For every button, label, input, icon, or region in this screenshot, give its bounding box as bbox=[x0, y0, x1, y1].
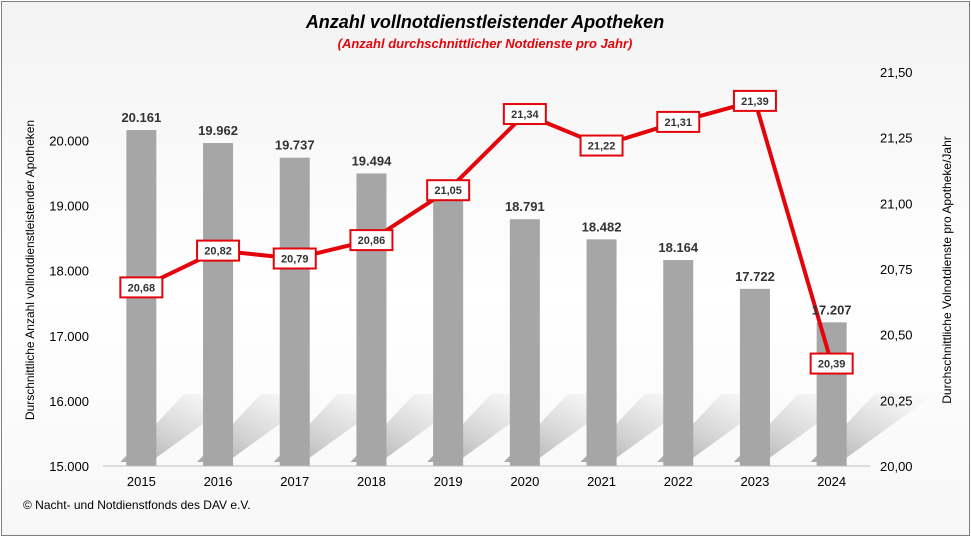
x-tick-label: 2024 bbox=[817, 474, 846, 489]
right-axis-ticks: 20,00 20,25 20,50 20,75 21,00 21,25 21,50 bbox=[880, 65, 913, 474]
line-point: 21,22 bbox=[579, 134, 624, 157]
bar bbox=[203, 143, 234, 466]
bar-value-label: 17.722 bbox=[735, 269, 775, 284]
left-axis-ticks: 15.000 16.000 17.000 18.000 19.000 20.000 bbox=[49, 134, 89, 474]
line-point-marker bbox=[579, 134, 624, 157]
line-value-label: 21,39 bbox=[741, 96, 769, 108]
bar bbox=[509, 219, 540, 466]
line-point-marker bbox=[349, 229, 394, 252]
left-tick-label: 19.000 bbox=[49, 199, 89, 214]
x-tick-label: 2015 bbox=[127, 474, 156, 489]
bar bbox=[739, 288, 770, 466]
x-tick-label: 2023 bbox=[740, 474, 769, 489]
line-point: 21,05 bbox=[426, 179, 471, 202]
left-tick-label: 17.000 bbox=[49, 329, 89, 344]
line-point-marker bbox=[809, 352, 854, 375]
line-value-label: 21,05 bbox=[434, 185, 462, 197]
line-point-marker bbox=[272, 247, 317, 270]
right-tick-label: 21,25 bbox=[880, 131, 913, 146]
right-tick-label: 20,25 bbox=[880, 393, 913, 408]
line-point-marker bbox=[119, 276, 164, 299]
line-point-marker bbox=[732, 89, 777, 112]
line-point: 21,34 bbox=[502, 103, 547, 126]
chart-subtitle: (Anzahl durchschnittlicher Notdienste pr… bbox=[338, 36, 633, 51]
left-tick-label: 20.000 bbox=[49, 134, 89, 149]
line-series bbox=[139, 98, 834, 366]
bar-value-label: 18.164 bbox=[658, 240, 699, 255]
line-value-label: 20,39 bbox=[818, 359, 846, 371]
bar-series bbox=[126, 130, 847, 467]
bar-value-label: 18.482 bbox=[582, 219, 622, 234]
left-tick-label: 18.000 bbox=[49, 264, 89, 279]
line-point-marker bbox=[196, 239, 241, 262]
left-tick-label: 15.000 bbox=[49, 459, 89, 474]
x-tick-label: 2022 bbox=[664, 474, 693, 489]
x-tick-label: 2018 bbox=[357, 474, 386, 489]
line-value-label: 20,86 bbox=[358, 235, 386, 247]
bar bbox=[279, 157, 310, 466]
bar bbox=[433, 196, 464, 467]
x-tick-label: 2021 bbox=[587, 474, 616, 489]
right-tick-label: 20,00 bbox=[880, 459, 913, 474]
right-tick-label: 21,00 bbox=[880, 196, 913, 211]
line-point: 21,31 bbox=[656, 110, 701, 133]
right-tick-label: 20,75 bbox=[880, 262, 913, 277]
left-tick-label: 16.000 bbox=[49, 394, 89, 409]
bar bbox=[586, 239, 617, 466]
x-tick-label: 2020 bbox=[510, 474, 539, 489]
bar-value-label: 20.161 bbox=[121, 110, 161, 125]
line-point-marker bbox=[426, 179, 471, 202]
right-tick-label: 20,50 bbox=[880, 328, 913, 343]
line-point-marker bbox=[656, 110, 701, 133]
bar-value-label: 19.962 bbox=[198, 123, 238, 138]
line-point: 20,79 bbox=[272, 247, 317, 270]
line-point-marker bbox=[502, 103, 547, 126]
x-axis-ticks: 2015 2016 2017 2018 2019 2020 2021 2022 2023 2024 bbox=[127, 474, 846, 489]
bar-value-label: 19.737 bbox=[275, 138, 315, 153]
line-value-label: 21,34 bbox=[511, 109, 539, 121]
line-value-labels: 20,68 20,82 20,79 20,86 21,05 21,34 21,22 21,31… bbox=[119, 89, 854, 375]
bar-value-label: 17.207 bbox=[812, 302, 852, 317]
line-point: 20,68 bbox=[119, 276, 164, 299]
x-tick-label: 2019 bbox=[434, 474, 463, 489]
line-point: 20,86 bbox=[349, 229, 394, 252]
bar-value-label: 19.494 bbox=[352, 153, 393, 168]
right-tick-label: 21,50 bbox=[880, 65, 913, 80]
left-axis-label: Durschnittliche Anzahl vollnotdienstleis… bbox=[23, 120, 37, 420]
line-value-label: 21,31 bbox=[664, 117, 692, 129]
bar-value-label: 18.791 bbox=[505, 199, 545, 214]
bar bbox=[816, 322, 847, 466]
line-value-label: 20,82 bbox=[204, 246, 232, 258]
bar bbox=[663, 260, 694, 466]
bar bbox=[356, 173, 387, 467]
copyright-note: © Nacht- und Notdienstfonds des DAV e.V. bbox=[23, 498, 251, 512]
line-point: 20,39 bbox=[809, 352, 854, 375]
line-value-label: 20,79 bbox=[281, 253, 309, 265]
line-point: 20,82 bbox=[196, 239, 241, 262]
line-value-label: 21,22 bbox=[588, 141, 616, 153]
chart-title: Anzahl vollnotdienstleistender Apotheken bbox=[305, 12, 664, 32]
line-value-label: 20,68 bbox=[128, 282, 156, 294]
x-tick-label: 2016 bbox=[204, 474, 233, 489]
line-point: 21,39 bbox=[732, 89, 777, 112]
right-axis-label: Durchschnittliche Volnotdienste pro Apot… bbox=[940, 136, 954, 404]
x-tick-label: 2017 bbox=[280, 474, 309, 489]
